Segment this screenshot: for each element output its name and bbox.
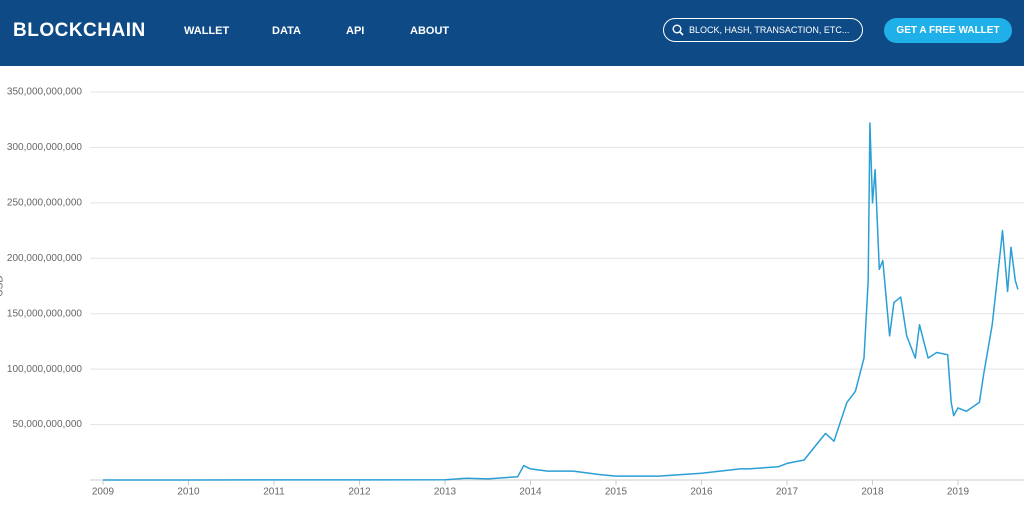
search-box[interactable]: BLOCK, HASH, TRANSACTION, ETC... — [663, 18, 863, 42]
nav-link[interactable]: API — [346, 25, 365, 37]
y-tick-label: 100,000,000,000 — [7, 364, 83, 375]
logo[interactable]: BLOCKCHAIN — [13, 20, 146, 41]
header: BLOCKCHAIN WALLET DATA API ABOUT BLOCK, … — [0, 0, 1024, 66]
y-tick-label: 350,000,000,000 — [7, 87, 83, 98]
y-tick-label: 300,000,000,000 — [7, 142, 83, 153]
y-tick-label: 200,000,000,000 — [7, 253, 83, 264]
nav-link[interactable]: WALLET — [184, 25, 230, 37]
y-axis-label: USD — [0, 275, 6, 296]
y-tick-label: 150,000,000,000 — [7, 308, 83, 319]
search-placeholder: BLOCK, HASH, TRANSACTION, ETC... — [689, 25, 850, 35]
x-tick-label: 2013 — [434, 487, 457, 498]
cta-button[interactable]: GET A FREE WALLET — [884, 18, 1012, 43]
x-tick-label: 2015 — [605, 487, 628, 498]
x-tick-label: 2012 — [348, 487, 371, 498]
nav-link[interactable]: ABOUT — [410, 25, 450, 37]
x-tick-label: 2019 — [947, 487, 970, 498]
y-tick-label: 250,000,000,000 — [7, 197, 83, 208]
x-tick-label: 2017 — [776, 487, 799, 498]
x-tick-label: 2011 — [263, 487, 285, 498]
x-tick-label: 2016 — [690, 487, 713, 498]
search-icon — [672, 24, 684, 36]
x-tick-label: 2014 — [519, 487, 542, 498]
y-tick-label: 50,000,000,000 — [12, 419, 82, 430]
chart: USD 50,000,000,000 100,000,000,000 150,000,… — [0, 87, 1024, 498]
x-tick-label: 2009 — [92, 487, 115, 498]
x-tick-label: 2010 — [177, 487, 200, 498]
nav-link[interactable]: DATA — [272, 25, 301, 37]
x-tick-label: 2018 — [861, 487, 884, 498]
data-line — [103, 122, 1019, 481]
